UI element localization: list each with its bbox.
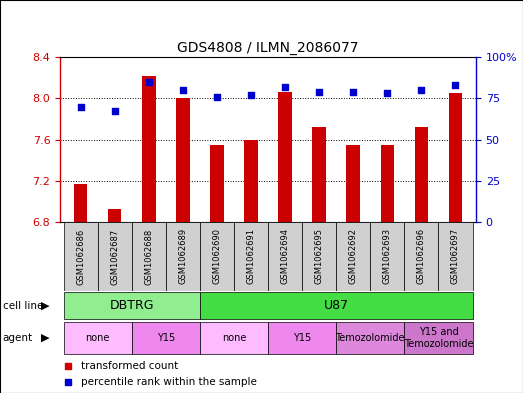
Bar: [244, 140, 258, 222]
Text: none: none: [222, 333, 246, 343]
Text: GSM1062687: GSM1062687: [110, 228, 119, 285]
Point: [213, 94, 221, 100]
Bar: [346, 145, 360, 222]
Text: none: none: [85, 333, 110, 343]
Text: cell line: cell line: [3, 301, 43, 310]
Bar: [312, 127, 326, 222]
Bar: [142, 75, 155, 222]
Bar: [64, 322, 132, 354]
Bar: [108, 209, 121, 222]
Text: GSM1062686: GSM1062686: [76, 228, 85, 285]
Text: GSM1062689: GSM1062689: [178, 228, 187, 285]
Bar: [336, 322, 404, 354]
Text: GSM1062692: GSM1062692: [349, 228, 358, 285]
Bar: [64, 292, 200, 319]
Bar: [438, 222, 472, 291]
Point: [383, 90, 392, 96]
Bar: [176, 98, 190, 222]
Text: Y15: Y15: [157, 333, 175, 343]
Bar: [64, 222, 98, 291]
Text: GSM1062697: GSM1062697: [451, 228, 460, 285]
Point: [76, 103, 85, 110]
Point: [349, 88, 357, 95]
Bar: [166, 222, 200, 291]
Text: GSM1062688: GSM1062688: [144, 228, 153, 285]
Bar: [200, 292, 472, 319]
Bar: [98, 222, 132, 291]
Bar: [278, 92, 292, 222]
Text: ▶: ▶: [41, 301, 50, 310]
Text: GSM1062696: GSM1062696: [417, 228, 426, 285]
Point: [247, 92, 255, 98]
Bar: [404, 322, 472, 354]
Bar: [200, 322, 268, 354]
Text: Y15: Y15: [293, 333, 311, 343]
Bar: [210, 145, 224, 222]
Text: ▶: ▶: [41, 333, 50, 343]
Point: [451, 82, 460, 88]
Point: [110, 108, 119, 115]
Text: GSM1062694: GSM1062694: [280, 228, 290, 285]
Bar: [336, 222, 370, 291]
Bar: [370, 222, 404, 291]
Text: transformed count: transformed count: [81, 361, 178, 371]
Bar: [74, 184, 87, 222]
Bar: [415, 127, 428, 222]
Bar: [132, 322, 200, 354]
Text: Temozolomide: Temozolomide: [336, 333, 405, 343]
Bar: [302, 222, 336, 291]
Bar: [200, 222, 234, 291]
Bar: [268, 222, 302, 291]
Text: GSM1062695: GSM1062695: [315, 228, 324, 285]
Bar: [449, 93, 462, 222]
Point: [179, 87, 187, 93]
Text: percentile rank within the sample: percentile rank within the sample: [81, 377, 257, 387]
Point: [315, 88, 323, 95]
Point: [144, 79, 153, 85]
Bar: [381, 145, 394, 222]
Bar: [404, 222, 438, 291]
Title: GDS4808 / ILMN_2086077: GDS4808 / ILMN_2086077: [177, 40, 359, 55]
Text: DBTRG: DBTRG: [109, 299, 154, 312]
Text: U87: U87: [324, 299, 349, 312]
Text: Y15 and
Temozolomide: Y15 and Temozolomide: [404, 327, 473, 349]
Bar: [132, 222, 166, 291]
Point: [281, 84, 289, 90]
Point: [417, 87, 426, 93]
Bar: [268, 322, 336, 354]
Text: GSM1062690: GSM1062690: [212, 228, 221, 285]
Text: GSM1062693: GSM1062693: [383, 228, 392, 285]
Bar: [234, 222, 268, 291]
Text: agent: agent: [3, 333, 33, 343]
Text: GSM1062691: GSM1062691: [246, 228, 256, 285]
